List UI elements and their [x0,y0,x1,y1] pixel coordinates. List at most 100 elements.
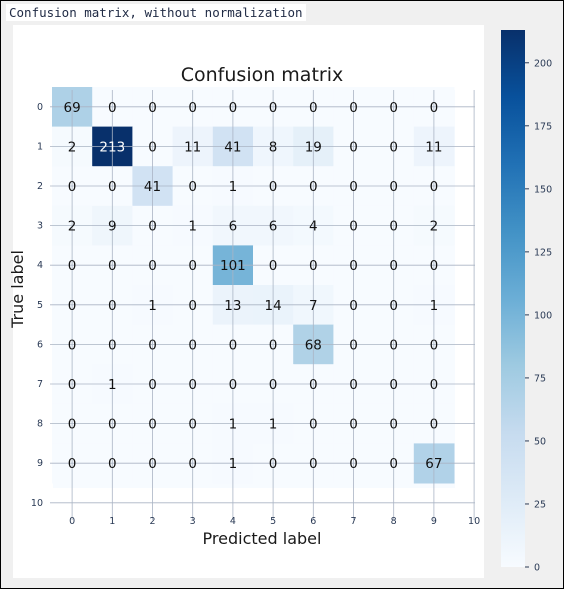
colorbar-ticks: 0 25 50 75 100 125 150 175 200 [525,58,552,574]
cell-value-label: 0 [188,100,197,116]
cell-value-label: 0 [309,417,318,433]
cell-value-label: 0 [148,139,157,155]
cell-value-label: 0 [188,179,197,195]
cell-value-label: 0 [389,179,398,195]
cell-value-label: 6 [269,219,278,235]
cell-value-label: 0 [430,417,439,433]
cell-value-label: 0 [430,377,439,393]
y-tick-label: 1 [37,141,43,152]
cell-value-label: 0 [229,100,238,116]
cell-value-label: 0 [68,179,77,195]
cell-value-label: 0 [389,100,398,116]
cell-value-label: 0 [269,337,278,353]
cell-value-label: 101 [220,258,246,274]
cell-value-label: 0 [349,298,358,314]
cell-value-label: 1 [229,179,238,195]
colorbar-tick-label: 25 [534,499,546,510]
cell-value-label: 13 [224,298,241,314]
cell-value-label: 0 [349,456,358,472]
x-tick-label: 0 [69,516,75,527]
cell-value-label: 1 [108,377,117,393]
colorbar-tick-label: 75 [534,373,546,384]
cell-value-label: 69 [64,100,81,116]
cell-value-label: 41 [144,179,161,195]
cell-value-label: 0 [188,258,197,274]
cell-value-label: 14 [265,298,282,314]
cell-value-label: 0 [68,258,77,274]
cell-value-label: 0 [148,377,157,393]
cell-value-label: 1 [229,417,238,433]
cell-value-label: 1 [430,298,439,314]
cell-value-label: 11 [425,139,442,155]
cell-value-label: 7 [309,298,318,314]
cell-value-label: 2 [68,139,77,155]
cell-value-label: 213 [99,139,125,155]
cell-value-label: 0 [309,179,318,195]
cell-value-label: 0 [349,417,358,433]
x-tick-label: 2 [149,516,155,527]
cell-value-label: 1 [188,219,197,235]
cell-value-label: 0 [108,417,117,433]
x-tick-label: 9 [431,516,437,527]
cell-value-label: 0 [68,456,77,472]
cell-value-label: 0 [68,377,77,393]
cell-value-label: 0 [389,417,398,433]
cell-value-label: 2 [430,219,439,235]
cell-value-label: 68 [305,337,322,353]
cell-value-label: 0 [68,298,77,314]
cell-value-label: 0 [430,337,439,353]
y-tick-labels: 0 1 2 3 4 5 6 7 8 9 10 [31,102,43,509]
colorbar-tick-label: 175 [534,121,552,132]
gridlines [50,90,475,520]
cell-value-label: 0 [108,337,117,353]
cell-value-label: 0 [68,417,77,433]
colorbar-tick-label: 100 [534,310,552,321]
cell-value-label: 0 [148,417,157,433]
cell-value-label: 0 [148,219,157,235]
cell-value-label: 0 [389,219,398,235]
figure-caption: Confusion matrix, without normalization [6,4,306,21]
x-tick-label: 1 [109,516,115,527]
y-tick-label: 2 [37,181,43,192]
cell-value-label: 0 [430,100,439,116]
cell-value-label: 41 [224,139,241,155]
cell-value-label: 0 [349,100,358,116]
y-tick-label: 5 [37,300,43,311]
cell-value-label: 6 [229,219,238,235]
y-tick-label: 4 [37,260,43,271]
x-tick-label: 4 [230,516,236,527]
x-axis-label: Predicted label [203,529,322,548]
chart-title: Confusion matrix [181,64,343,86]
x-tick-label: 3 [190,516,196,527]
colorbar-tick-label: 150 [534,184,552,195]
cell-value-label: 0 [269,100,278,116]
cell-value-label: 0 [430,258,439,274]
cell-value-label: 0 [188,337,197,353]
cell-value-labels: 69 0 0 0 0 0 0 0 0 02 213 0 11 41 8 19 0 0 110 0 41 0 1 0 0 0 0 02 9… [64,100,443,472]
x-tick-label: 10 [468,516,480,527]
cell-value-label: 19 [305,139,322,155]
x-tick-labels: 0 1 2 3 4 5 6 7 8 9 10 [69,516,480,527]
colorbar [501,30,525,567]
cell-value-label: 0 [389,377,398,393]
cell-value-label: 0 [349,377,358,393]
cell-value-label: 1 [148,298,157,314]
cell-value-label: 0 [349,139,358,155]
colorbar-tick-label: 125 [534,247,552,258]
colorbar-tick-label: 200 [534,58,552,69]
colorbar-tick-label: 0 [534,563,540,574]
cell-value-label: 8 [269,139,278,155]
cell-value-label: 0 [188,298,197,314]
cell-value-label: 0 [269,179,278,195]
cell-value-label: 0 [309,456,318,472]
cell-value-label: 0 [108,258,117,274]
y-tick-label: 7 [37,379,43,390]
cell-value-label: 0 [229,337,238,353]
x-tick-label: 8 [391,516,397,527]
cell-value-label: 0 [108,298,117,314]
x-tick-label: 6 [310,516,316,527]
cell-value-label: 0 [349,179,358,195]
cell-value-label: 0 [389,258,398,274]
cell-value-label: 4 [309,219,318,235]
